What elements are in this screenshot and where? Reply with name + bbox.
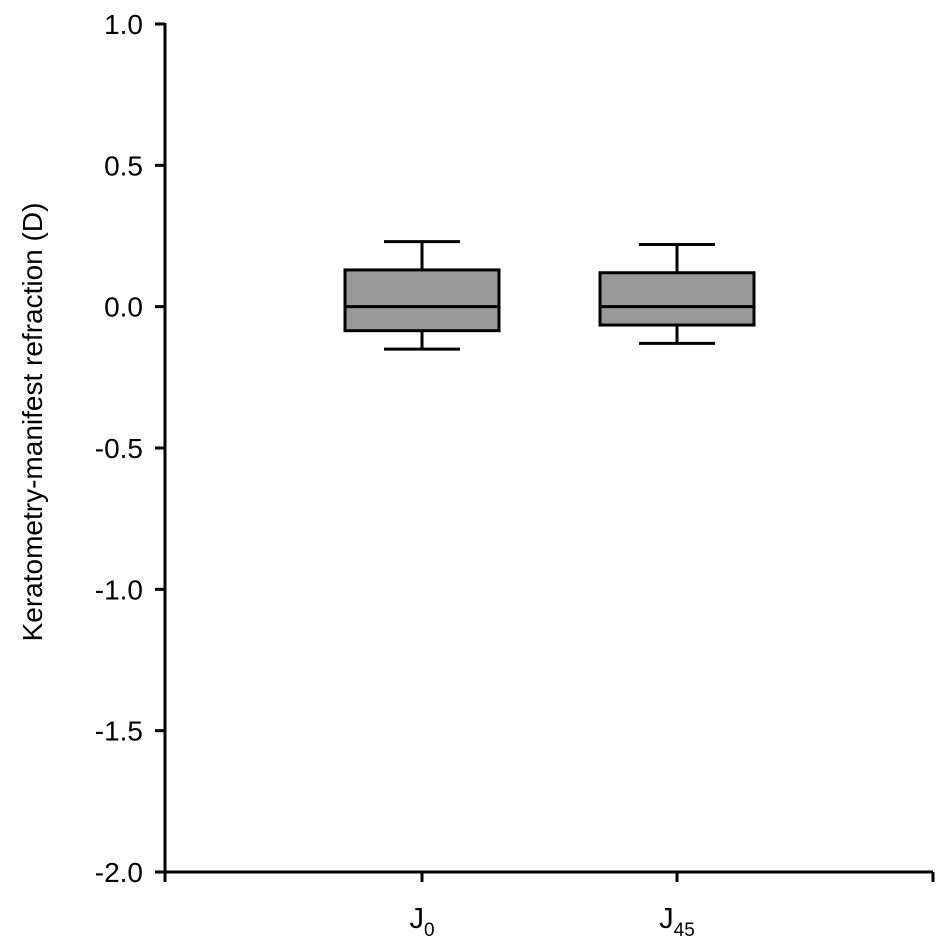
y-tick-label: 0.0	[104, 292, 143, 323]
x-axis: J0 J45	[163, 870, 935, 941]
y-tick-label: -1.0	[95, 574, 143, 605]
x-category-label: J0	[409, 903, 434, 941]
plot-area	[343, 240, 756, 351]
y-tick-label: -0.5	[95, 433, 143, 464]
iqr-box	[598, 271, 756, 327]
y-tick-label: 0.5	[104, 150, 143, 181]
x-category-label: J45	[659, 903, 695, 941]
box-2	[598, 242, 756, 345]
box-1	[343, 240, 501, 351]
y-tick-label: -2.0	[95, 857, 143, 888]
y-tick-label: -1.5	[95, 716, 143, 747]
y-tick-label: 1.0	[104, 9, 143, 40]
y-axis: 1.0 0.5 0.0 -0.5 -1.0 -1.5 -2.0	[95, 9, 167, 888]
iqr-box	[343, 268, 501, 333]
y-axis-title: Keratometry-manifest refraction (D)	[17, 203, 48, 642]
